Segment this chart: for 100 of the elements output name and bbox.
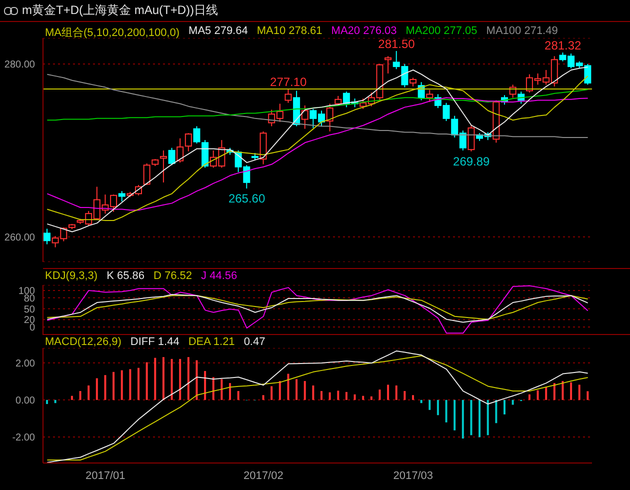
candlestick (468, 124, 475, 152)
bar (170, 358, 173, 400)
bar (412, 395, 414, 400)
candlestick (160, 150, 167, 183)
bar (312, 385, 314, 400)
y-tick-label: 260.00 (4, 232, 36, 244)
annotation: 281.32 (544, 38, 582, 53)
y-tick-label: 0 (29, 322, 36, 334)
bar (70, 396, 73, 400)
candlestick (118, 190, 126, 202)
series-label: D 76.52 (154, 270, 192, 282)
text: 0.47 (244, 336, 266, 348)
bar (445, 400, 448, 422)
bar (179, 358, 182, 400)
bar (287, 374, 290, 400)
bar (96, 378, 98, 400)
x-tick-label: 2017/01 (86, 470, 126, 482)
bar (220, 379, 223, 400)
y-tick-label: 2.00 (16, 358, 36, 370)
annotation: 281.50 (378, 36, 416, 51)
bar (545, 387, 548, 400)
bar (428, 400, 431, 410)
text: MA5 279.64 (188, 25, 248, 39)
candlestick (301, 104, 308, 130)
candlestick (326, 103, 334, 132)
candlestick (184, 132, 192, 152)
legend-title: MA组合(5,10,20,200,100,0) (45, 26, 180, 40)
bar (436, 400, 439, 416)
bar (262, 395, 264, 400)
x-tick-label: 2017/03 (393, 470, 434, 482)
bar (296, 379, 298, 400)
bar (187, 357, 190, 400)
bar (470, 400, 472, 436)
text: DEA 1.21 (188, 336, 235, 348)
bar (104, 375, 106, 400)
bar (345, 392, 348, 400)
bar (320, 391, 322, 400)
y-tick-label: -2.00 (12, 432, 36, 444)
bar (454, 400, 456, 430)
bar (486, 400, 489, 436)
bar (404, 391, 406, 400)
bar (278, 381, 281, 400)
candlestick (176, 138, 184, 164)
bar (154, 358, 156, 400)
x-tick-label: 2017/02 (244, 470, 284, 482)
bar (304, 381, 306, 400)
text: MA100 271.49 (486, 25, 558, 39)
bar (536, 390, 539, 400)
bar (562, 381, 564, 400)
bar (196, 360, 198, 400)
bar (378, 390, 381, 400)
bar (162, 357, 164, 400)
text: MA10 278.61 (256, 25, 322, 39)
bar (229, 383, 231, 400)
bar (512, 400, 514, 405)
candlestick (44, 228, 50, 245)
bar (570, 382, 572, 400)
bar (88, 385, 90, 400)
bar (54, 400, 56, 404)
legend-title: MACD(12,26,9) (45, 336, 122, 348)
bar (370, 396, 372, 400)
candlestick (168, 147, 176, 166)
bar (462, 400, 464, 439)
text: MA20 276.03 (331, 25, 397, 39)
bar (578, 384, 580, 400)
y-tick-label: 280.00 (4, 59, 36, 70)
candlestick (426, 89, 434, 102)
bar (528, 394, 530, 400)
series-label: K 65.86 (106, 270, 144, 282)
bar (212, 377, 214, 400)
bar (387, 384, 390, 400)
bar (204, 371, 206, 400)
bar (146, 362, 148, 400)
bar (420, 400, 422, 404)
legend-title: KDJ(9,3,3) (45, 270, 98, 282)
y-tick-label: 50 (24, 304, 36, 316)
annotation: 265.60 (228, 191, 266, 206)
annotation: 277.10 (270, 75, 308, 90)
bar (120, 370, 123, 400)
chart-title: m黄金T+D(上海黄金 mAu(T+D))日线 (22, 2, 218, 19)
bar (328, 392, 331, 400)
bar (553, 383, 556, 400)
bar (362, 396, 364, 400)
text: DIFF 1.44 (130, 336, 180, 348)
bar (138, 368, 140, 400)
bar (495, 400, 498, 424)
annotation: 269.89 (453, 154, 490, 168)
candlestick (284, 88, 292, 104)
bar (46, 400, 48, 404)
candlestick (384, 56, 392, 74)
bar (504, 400, 506, 414)
bar (586, 391, 589, 400)
y-tick-label: 0.00 (16, 395, 36, 406)
bar (337, 390, 340, 400)
bar (112, 372, 115, 400)
bar (354, 394, 356, 400)
bar (129, 369, 132, 400)
line-series (46, 285, 588, 334)
bar (395, 385, 398, 400)
bar (79, 391, 82, 400)
